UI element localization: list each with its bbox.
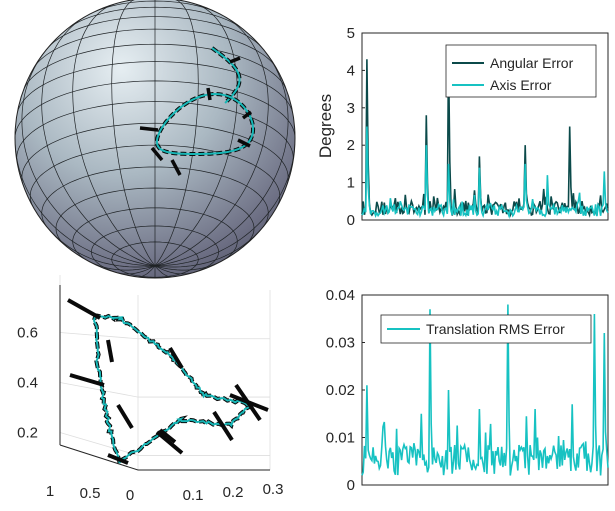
- rotation-y-axis-label: Degrees: [316, 94, 335, 158]
- grid-line: [59, 332, 270, 340]
- translation-3d-panel: 0.2 0.4 0.6 1 0.5 0 0.1 0.2 0.3: [17, 275, 283, 504]
- sphere-orientation-tick: [170, 159, 182, 176]
- translation-3d-trajectory: [67, 298, 269, 465]
- sphere-longitude-line: [154, 0, 199, 267]
- y-tick-label: 0.3: [263, 481, 284, 498]
- x-tick-label: 0.5: [80, 485, 101, 502]
- trajectory-orientation-tick: [155, 430, 184, 455]
- y-tick-label: 1: [347, 175, 355, 192]
- sphere-longitude-line: [21, 52, 156, 267]
- sphere-longitude-line: [154, 3, 238, 267]
- x-tick-label: 1: [46, 483, 54, 500]
- y-tick-label: 0: [347, 212, 355, 229]
- sphere-longitude-line: [111, 0, 156, 267]
- trajectory-orientation-tick: [212, 410, 234, 442]
- y-tick-label: 0.2: [223, 484, 244, 501]
- sphere-loop-truth: [155, 92, 255, 155]
- axis-line: [59, 444, 270, 471]
- rotation-error-panel: 0 1 2 3 4 5 Degrees Angular Error Axis Error: [316, 25, 609, 229]
- sphere-longitude-line: [154, 16, 269, 267]
- sphere-orientation-tick: [237, 138, 251, 148]
- z-tick-label: 0.6: [17, 325, 38, 342]
- sphere-longitude-line: [154, 260, 222, 271]
- trajectory-orientation-tick: [116, 403, 134, 430]
- trajectory-orientation-tick: [107, 453, 129, 465]
- y-tick-label: 0: [347, 477, 355, 494]
- sphere-longitude-line: [154, 227, 263, 268]
- sphere-longitude-line: [15, 142, 156, 267]
- sphere-orientation-tick: [241, 110, 253, 120]
- rotation-y-ticks: 0 1 2 3 4 5: [347, 25, 365, 229]
- trajectory-orientation-tick: [106, 339, 114, 363]
- sphere-longitude-line: [88, 260, 156, 271]
- translation-3d-ticks: 0.2 0.4 0.6 1 0.5 0 0.1 0.2 0.3: [17, 285, 283, 504]
- trajectory-orientation-tick: [67, 298, 101, 320]
- y-tick-label: 2: [347, 137, 355, 154]
- translation-legend: Translation RMS Error: [380, 314, 592, 344]
- rotation-legend: Angular Error Axis Error: [445, 44, 597, 98]
- sphere-outline: [14, 0, 296, 279]
- y-tick-label: 4: [347, 62, 355, 79]
- rotation-legend-box: [445, 44, 597, 98]
- sphere-panel: [14, 0, 296, 279]
- sphere-latitude-line: [15, 80, 295, 139]
- series-line-0: [361, 304, 609, 476]
- translation-y-ticks: 0 0.01 0.02 0.03 0.04: [326, 287, 365, 494]
- trajectory-orientation-tick: [234, 383, 262, 422]
- y-tick-label: 5: [347, 25, 355, 42]
- trajectory-orientation-tick: [168, 346, 184, 370]
- translation-series-lines: [361, 304, 609, 476]
- sphere-longitude-line: [47, 227, 156, 268]
- z-tick-label: 0.2: [17, 425, 38, 442]
- x-tick-label: 0: [126, 487, 134, 504]
- sphere-longitude-line: [154, 137, 295, 267]
- sphere-longitude-line: [117, 265, 156, 275]
- sphere-trajectory: [139, 46, 256, 176]
- grid-line: [59, 382, 270, 398]
- sphere-longitude-line: [41, 16, 156, 267]
- sphere-orientation-tick: [206, 87, 212, 101]
- trajectory-orientation-tick: [69, 373, 105, 387]
- y-tick-label: 0.02: [326, 382, 355, 399]
- legend-label-axis: Axis Error: [490, 77, 552, 93]
- legend-label-translation: Translation RMS Error: [426, 321, 565, 337]
- series-line-1: [361, 126, 609, 220]
- sphere-longitude-line: [154, 52, 289, 267]
- y-tick-label: 0.03: [326, 335, 355, 352]
- sphere-longitude-line: [72, 3, 156, 267]
- sphere-orientation-tick: [229, 56, 241, 64]
- sphere-orientation-tick: [139, 126, 159, 132]
- grid-line: [59, 432, 270, 456]
- sphere-orientation-tick: [150, 146, 164, 162]
- y-tick-label: 0.01: [326, 430, 355, 447]
- legend-label-angular: Angular Error: [490, 55, 574, 71]
- rotation-series-lines: [361, 51, 609, 220]
- sphere-longitude-line: [154, 265, 193, 275]
- sphere-grid: [15, 0, 295, 278]
- y-tick-label: 3: [347, 100, 355, 117]
- y-tick-label: 0.04: [326, 287, 355, 304]
- sphere-path-truth: [211, 47, 241, 104]
- translation-error-panel: 0 0.01 0.02 0.03 0.04 Translation RMS Error: [326, 287, 609, 494]
- y-tick-label: 0.1: [183, 487, 204, 504]
- trajectory-orientation-tick: [158, 428, 177, 444]
- z-tick-label: 0.4: [17, 375, 38, 392]
